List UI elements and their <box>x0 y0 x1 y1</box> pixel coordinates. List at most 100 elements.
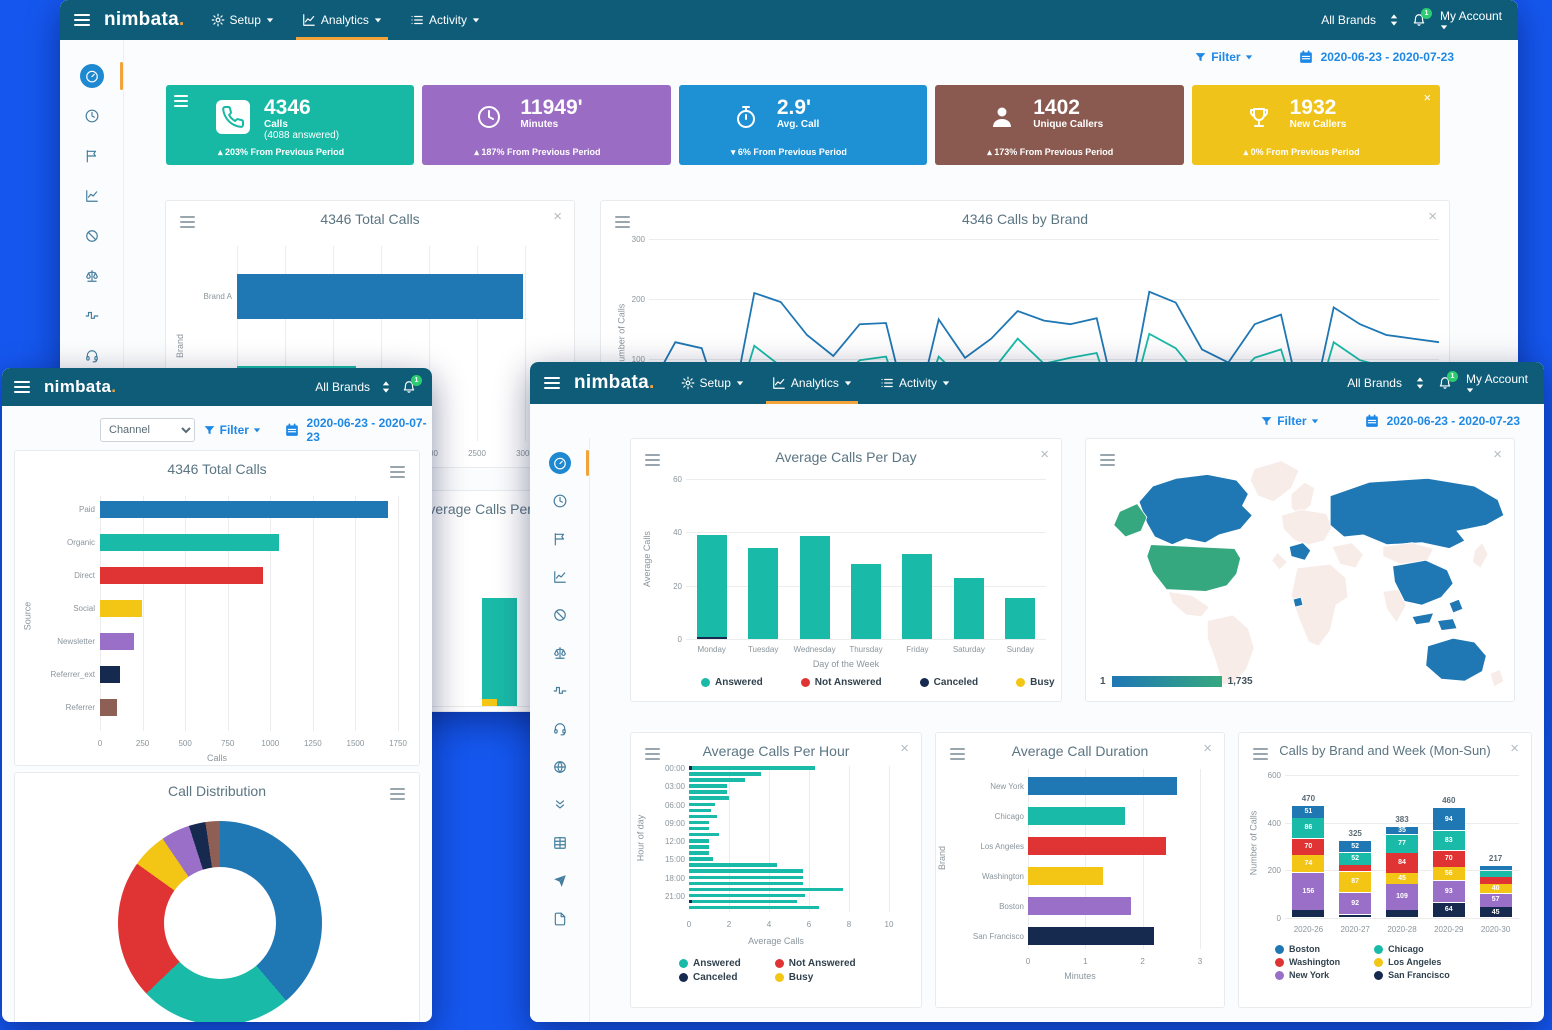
hour-bar[interactable] <box>689 796 729 800</box>
menu-activity[interactable]: Activity <box>880 362 950 404</box>
card-menu-icon[interactable] <box>950 745 965 768</box>
hour-bar[interactable] <box>689 832 719 837</box>
close-icon[interactable]: × <box>900 740 909 757</box>
kpi-card-avg-call[interactable]: 2.9' Avg. Call ▾ 6% From Previous Period <box>678 85 928 165</box>
close-icon[interactable]: × <box>1203 740 1212 757</box>
flag-icon[interactable] <box>549 528 571 550</box>
hour-bar[interactable] <box>689 790 727 794</box>
stack-chicago[interactable]: 86 <box>1292 818 1325 839</box>
date-range[interactable]: 2020-06-23 - 2020-07-23 <box>306 416 427 444</box>
menu-setup[interactable]: Setup <box>681 362 744 404</box>
legend-item-los-angeles[interactable]: Los Angeles <box>1374 957 1450 967</box>
hour-bar[interactable] <box>689 784 727 788</box>
bar-san-francisco[interactable] <box>1028 927 1155 945</box>
hour-bar[interactable] <box>689 808 711 813</box>
globe-icon[interactable] <box>549 756 571 778</box>
stack-washington[interactable] <box>1479 877 1512 884</box>
grid-icon[interactable] <box>549 832 571 854</box>
scales-icon[interactable] <box>80 264 104 288</box>
donut-chart[interactable] <box>118 821 322 1022</box>
bar-tuesday[interactable] <box>748 548 779 639</box>
bar-brand-a[interactable] <box>237 274 524 319</box>
kpi-hamburger-icon[interactable] <box>174 92 188 115</box>
sort-arrows-icon[interactable] <box>1416 377 1424 389</box>
ban-icon[interactable] <box>80 224 104 248</box>
hour-bar[interactable] <box>689 905 819 910</box>
scales-icon[interactable] <box>549 642 571 664</box>
bar-newsletter[interactable] <box>100 633 135 650</box>
card-menu-icon[interactable] <box>180 213 195 236</box>
send-icon[interactable] <box>549 870 571 892</box>
stack-boston[interactable]: 52 <box>1339 840 1372 853</box>
channel-select[interactable]: Channel <box>100 418 195 442</box>
pulse-icon[interactable] <box>549 680 571 702</box>
legend-item-washington[interactable]: Washington <box>1275 957 1340 967</box>
legend-item-new-york[interactable]: New York <box>1275 970 1340 980</box>
legend-item-canceled[interactable]: Canceled <box>679 972 741 983</box>
stack-los-angeles[interactable]: 87 <box>1339 872 1372 893</box>
card-menu-icon[interactable] <box>615 213 630 236</box>
close-icon[interactable]: × <box>553 208 562 225</box>
stack-los-angeles[interactable]: 56 <box>1432 867 1465 880</box>
card-menu-icon[interactable] <box>390 463 405 486</box>
hour-bar[interactable] <box>689 845 709 849</box>
filter-dropdown[interactable]: Filter <box>1194 50 1252 64</box>
legend-item-answered[interactable]: Answered <box>701 677 763 688</box>
stack-chicago[interactable]: 52 <box>1339 852 1372 865</box>
dashboard-icon[interactable] <box>79 64 104 88</box>
notifications-bell[interactable]: 1 <box>402 375 422 394</box>
bar-new-york[interactable] <box>1028 777 1178 795</box>
card-menu-icon[interactable] <box>390 785 405 808</box>
calendar-icon[interactable] <box>1365 414 1379 428</box>
close-icon[interactable]: × <box>1510 740 1519 757</box>
hour-bar[interactable] <box>689 875 803 879</box>
headset-icon[interactable] <box>549 718 571 740</box>
account-menu[interactable]: My Account <box>1466 372 1528 394</box>
menu-analytics[interactable]: Analytics <box>765 362 858 404</box>
card-menu-icon[interactable] <box>1253 745 1268 768</box>
menu-hamburger-icon[interactable] <box>74 11 90 29</box>
menu-activity[interactable]: Activity <box>410 0 480 40</box>
hour-bar[interactable] <box>689 899 797 904</box>
kpi-card-minutes[interactable]: 11949' Minutes ▴ 187% From Previous Period <box>422 85 671 165</box>
hour-bar[interactable] <box>689 820 709 825</box>
legend-item-chicago[interactable]: Chicago <box>1374 944 1450 954</box>
hour-bar[interactable] <box>689 887 843 892</box>
kpi-card-new-callers[interactable]: × 1932 New Callers ▴ 0% From Previous Perio… <box>1191 85 1441 165</box>
stack-los-angeles[interactable]: 40 <box>1479 884 1512 894</box>
calendar-icon[interactable] <box>1299 50 1313 64</box>
legend-item-busy[interactable]: Busy <box>774 972 856 983</box>
menu-hamburger-icon[interactable] <box>14 378 30 396</box>
legend-item-san-francisco[interactable]: San Francisco <box>1374 970 1450 980</box>
bar-paid[interactable] <box>100 501 388 518</box>
brand-selector[interactable]: All Brands <box>1347 376 1402 390</box>
stack-san-francisco[interactable] <box>1339 914 1372 918</box>
menu-hamburger-icon[interactable] <box>544 374 560 392</box>
bar-saturday[interactable] <box>953 577 984 639</box>
line-chart-icon[interactable] <box>549 566 571 588</box>
bar-chicago[interactable] <box>1028 807 1126 825</box>
bar-referrer_ext[interactable] <box>100 666 120 683</box>
app-logo[interactable]: nimbata. <box>574 372 655 393</box>
hour-bar[interactable] <box>689 766 815 770</box>
notifications-bell[interactable]: 1 <box>1412 8 1432 27</box>
hour-bar[interactable] <box>689 893 805 898</box>
bar-wednesday[interactable] <box>799 536 830 639</box>
legend-item-not-answered[interactable]: Not Answered <box>800 677 882 688</box>
hour-bar[interactable] <box>689 839 709 843</box>
hour-bar[interactable] <box>689 851 709 855</box>
hour-bar[interactable] <box>689 802 715 806</box>
account-menu[interactable]: My Account <box>1440 9 1502 31</box>
legend-item-busy[interactable]: Busy <box>1016 677 1055 688</box>
clock-icon[interactable] <box>80 104 104 128</box>
menu-setup[interactable]: Setup <box>211 0 274 40</box>
chevrons-down-icon[interactable] <box>549 794 571 816</box>
date-range[interactable]: 2020-06-23 - 2020-07-23 <box>1320 50 1454 64</box>
bar-direct[interactable] <box>100 567 264 584</box>
bar-washington[interactable] <box>1028 867 1103 885</box>
file-icon[interactable] <box>549 908 571 930</box>
hour-bar[interactable] <box>689 778 745 782</box>
stack-boston[interactable] <box>1479 866 1512 871</box>
bar-referrer[interactable] <box>100 699 118 716</box>
stack-chicago[interactable] <box>1479 871 1512 877</box>
